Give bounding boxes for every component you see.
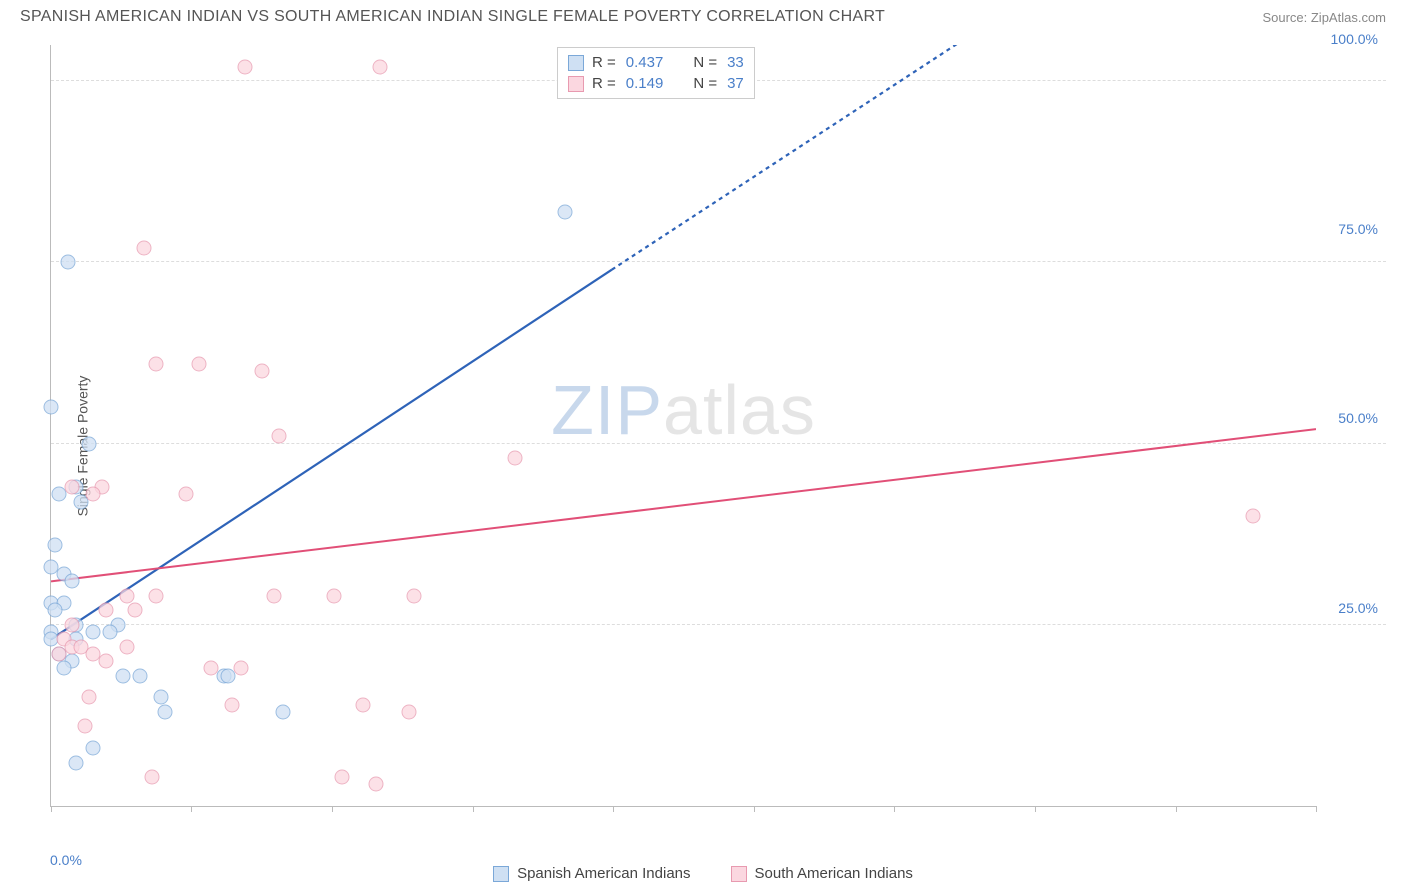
x-tick [1035, 806, 1036, 812]
scatter-point-spanish [132, 668, 147, 683]
watermark-atlas: atlas [663, 371, 816, 449]
watermark-zip: ZIP [551, 371, 663, 449]
scatter-point-spanish [275, 704, 290, 719]
scatter-point-south [368, 777, 383, 792]
y-tick-label: 25.0% [1338, 600, 1378, 616]
legend-item-south: South American Indians [731, 865, 913, 882]
chart-area: ZIPatlas R =0.437N =33R =0.149N =37 0.0%… [50, 45, 1386, 842]
stats-row-south: R = 0.149 N = 37 [568, 73, 744, 94]
x-tick [754, 806, 755, 812]
scatter-point-south [65, 480, 80, 495]
scatter-point-south [237, 59, 252, 74]
trend-lines-layer [51, 45, 1316, 806]
scatter-point-spanish [103, 625, 118, 640]
scatter-point-spanish [56, 661, 71, 676]
scatter-point-south [81, 690, 96, 705]
scatter-point-south [402, 704, 417, 719]
y-tick-label: 100.0% [1331, 31, 1378, 47]
x-tick [613, 806, 614, 812]
scatter-point-south [191, 356, 206, 371]
x-tick [1316, 806, 1317, 812]
scatter-point-south [406, 588, 421, 603]
scatter-point-south [178, 487, 193, 502]
legend-swatch-spanish [493, 866, 509, 882]
gridline [51, 443, 1386, 444]
legend: Spanish American Indians South American I… [0, 865, 1406, 882]
scatter-point-south [149, 356, 164, 371]
x-tick [894, 806, 895, 812]
scatter-point-spanish [65, 574, 80, 589]
scatter-point-south [225, 697, 240, 712]
scatter-point-spanish [157, 704, 172, 719]
scatter-point-south [1245, 509, 1260, 524]
scatter-point-south [149, 588, 164, 603]
scatter-point-south [128, 603, 143, 618]
trendline-south [51, 429, 1316, 581]
scatter-point-spanish [48, 603, 63, 618]
scatter-point-south [254, 364, 269, 379]
scatter-point-south [77, 719, 92, 734]
n-value: 33 [727, 54, 744, 71]
legend-label: South American Indians [755, 865, 913, 882]
scatter-point-south [145, 770, 160, 785]
x-tick [1176, 806, 1177, 812]
watermark: ZIPatlas [551, 370, 816, 450]
scatter-point-south [334, 770, 349, 785]
gridline [51, 624, 1386, 625]
x-tick [332, 806, 333, 812]
scatter-point-south [356, 697, 371, 712]
gridline [51, 261, 1386, 262]
scatter-point-spanish [44, 400, 59, 415]
legend-label: Spanish American Indians [517, 865, 690, 882]
scatter-point-south [98, 654, 113, 669]
scatter-point-south [271, 429, 286, 444]
swatch-spanish [568, 55, 584, 71]
plot-area: ZIPatlas R = 0.437 N = 33 R = 0.149 N = 37 [50, 45, 1316, 807]
legend-swatch-south [731, 866, 747, 882]
x-tick [51, 806, 52, 812]
n-label: N = [693, 75, 717, 92]
scatter-point-south [326, 588, 341, 603]
scatter-point-south [507, 451, 522, 466]
scatter-point-south [65, 617, 80, 632]
scatter-point-south [372, 59, 387, 74]
source-label: Source: ZipAtlas.com [1262, 10, 1386, 25]
stats-row-spanish: R = 0.437 N = 33 [568, 52, 744, 73]
r-label: R = [592, 54, 616, 71]
y-tick-label: 75.0% [1338, 221, 1378, 237]
n-label: N = [693, 54, 717, 71]
y-tick-label: 50.0% [1338, 410, 1378, 426]
scatter-point-spanish [86, 741, 101, 756]
scatter-point-south [136, 240, 151, 255]
chart-header: SPANISH AMERICAN INDIAN VS SOUTH AMERICA… [0, 0, 1406, 30]
scatter-point-spanish [558, 204, 573, 219]
scatter-point-south [119, 639, 134, 654]
scatter-point-south [98, 603, 113, 618]
scatter-point-south [52, 646, 67, 661]
r-label: R = [592, 75, 616, 92]
trendline-spanish [51, 270, 612, 640]
scatter-point-south [204, 661, 219, 676]
scatter-point-south [86, 487, 101, 502]
scatter-point-spanish [81, 436, 96, 451]
scatter-point-south [267, 588, 282, 603]
scatter-point-south [119, 588, 134, 603]
r-value: 0.437 [626, 54, 664, 71]
legend-item-spanish: Spanish American Indians [493, 865, 690, 882]
swatch-south [568, 76, 584, 92]
r-value: 0.149 [626, 75, 664, 92]
scatter-point-spanish [48, 538, 63, 553]
scatter-point-south [233, 661, 248, 676]
scatter-point-spanish [60, 255, 75, 270]
x-tick [473, 806, 474, 812]
scatter-point-spanish [69, 755, 84, 770]
scatter-point-spanish [86, 625, 101, 640]
n-value: 37 [727, 75, 744, 92]
correlation-stats-box: R = 0.437 N = 33 R = 0.149 N = 37 [557, 47, 755, 99]
scatter-point-spanish [115, 668, 130, 683]
chart-title: SPANISH AMERICAN INDIAN VS SOUTH AMERICA… [20, 8, 885, 26]
x-tick [191, 806, 192, 812]
scatter-point-spanish [153, 690, 168, 705]
